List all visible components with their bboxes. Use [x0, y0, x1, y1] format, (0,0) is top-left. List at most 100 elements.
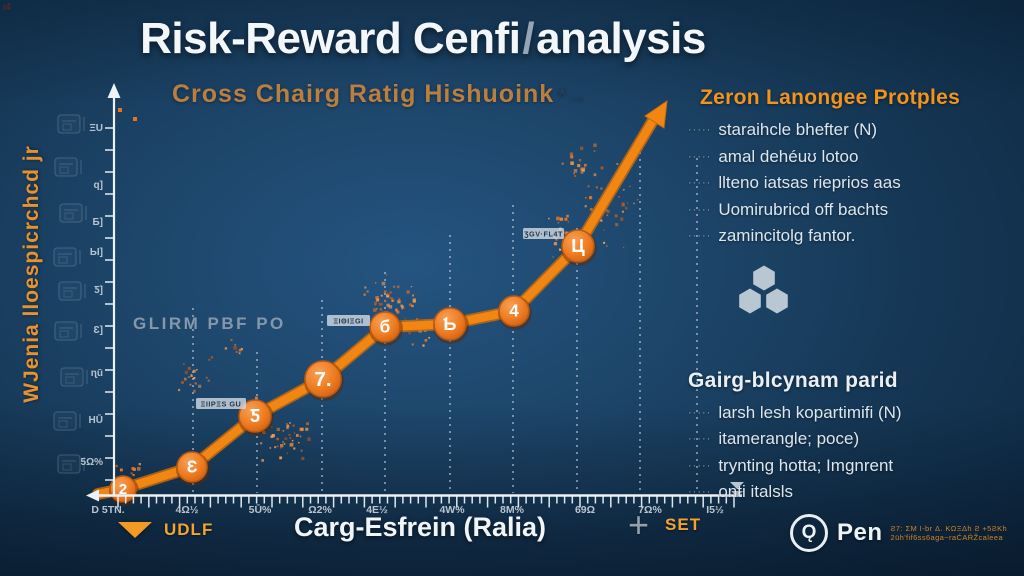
watermark-icon — [58, 281, 86, 301]
logo-glyph: Ǫ — [801, 522, 817, 543]
bullet-text: amal dehéuʊ lotoo — [718, 146, 859, 166]
chevron-down-icon — [731, 491, 743, 497]
bullet-leader: ····· — [688, 406, 712, 419]
bullet-item: ····· Uomirubricd off bachts — [688, 198, 1018, 225]
hexagon-icon — [739, 288, 761, 314]
bullet-item: ····· itamerangle; poce) — [688, 427, 1018, 454]
watermark-icon — [53, 247, 81, 267]
y-tick-label: 5Ω% — [81, 457, 104, 468]
data-marker-4: 7. — [304, 360, 344, 401]
subtitle-arrow-decoration: *→ — [558, 85, 588, 107]
y-axis-arrow-icon — [107, 83, 121, 98]
marker-label: Ƅ — [443, 313, 456, 334]
svg-text:ΞIIPΞS GU: ΞIIPΞS GU — [201, 400, 242, 409]
bullet-leader: ····· — [688, 486, 712, 498]
bottom-bar: UDLF Carg-Esfrein (Ralia) + SET Ǫ Pen Ƨ7… — [0, 504, 1024, 568]
data-marker-3: Ƽ — [238, 399, 274, 436]
panel-list-1: ····· staraihcle bhefter (N) ····· amal de… — [688, 118, 1018, 251]
y-axis-title: WJenia lloespicrchcd jr — [20, 145, 43, 403]
subtitle-text: Cross Chairg Ratig Hishuoink — [171, 80, 555, 108]
legend-udlf-label: UDLF — [164, 520, 214, 539]
bullet-item: ····· onti italsls — [688, 480, 1018, 507]
x-tick-label: 7Ω% — [638, 504, 662, 516]
bullet-leader: ····· — [688, 177, 712, 189]
panel-list-2: ····· larsh lesh kopartimifi (N) ····· ita… — [688, 401, 1018, 507]
x-tick-label: 4Ω½ — [175, 504, 198, 516]
marker-label: Ƽ — [250, 405, 260, 426]
bullet-item: ····· staraihcle bhefter (N) — [688, 118, 1018, 145]
bullet-leader: ····· — [688, 203, 712, 216]
marker-label: Ц — [571, 235, 585, 256]
point-annotation-box: ΞIΘΙΞGI — [327, 315, 370, 326]
watermark-icon — [60, 367, 88, 387]
y-tick-label: Ƽ] — [94, 285, 103, 296]
trend-line — [93, 117, 657, 499]
x-tick-label: 4W% — [439, 504, 465, 516]
x-tick-label: 4E½ — [366, 504, 388, 516]
bullet-item: ····· trynting hotta; Imgnrent — [688, 454, 1018, 481]
y-tick-label: ΞU — [89, 123, 103, 134]
title-slash: / — [522, 14, 535, 63]
trend-arrow-head — [644, 99, 668, 129]
point-annotation-box: ΞIIPΞS GU — [196, 398, 246, 409]
point-annotation-box: ƷGV·FL4T — [523, 228, 564, 239]
panel-heading-1: Zeron Lanongee Protples — [700, 86, 961, 109]
marker-label: б — [380, 317, 391, 337]
bullet-text: larsh lesh kopartimifi (N) — [718, 402, 902, 422]
watermark-icon — [54, 321, 82, 341]
bullet-text: itamerangle; poce) — [718, 429, 860, 448]
axes — [86, 83, 744, 508]
chart-subtitle: Cross Chairg Ratig Hishuoink *→ — [130, 80, 630, 109]
bullet-text: trynting hotta; Imgnrent — [718, 455, 894, 475]
bullet-leader: ····· — [688, 433, 712, 445]
logo-wordmark: Pen — [837, 519, 883, 546]
bullet-text: onti italsls — [718, 482, 793, 501]
title-part1: Risk-Reward Cenfi — [140, 14, 521, 63]
x-tick-label: D 5TN. — [91, 504, 124, 516]
legend-set: + SET — [628, 504, 702, 545]
x-tick-label: 5Ū% — [249, 504, 272, 516]
bullet-text: llteno iatsas rieprios aas — [718, 173, 901, 192]
trend-line-shadow — [92, 116, 658, 500]
data-marker-7: 4 — [498, 295, 532, 330]
brand-logo: Ǫ Pen Ƨ7: ΣM I-br Δ. ΚΩΞΔh Ƨ +5ƧΚh 2üh'f… — [790, 514, 1007, 552]
bullet-leader: ····· — [688, 150, 712, 163]
y-tick-label: q] — [94, 180, 103, 191]
y-tick-label: Ы] — [90, 247, 103, 258]
data-marker-5: б — [369, 311, 403, 346]
marker-label: Ɛ — [187, 457, 198, 477]
triangle-down-icon — [118, 522, 152, 538]
x-tick-label: 8M% — [500, 504, 525, 516]
x-axis-title: Carg-Esfrein (Ralia) — [293, 512, 547, 542]
watermark-icon — [54, 157, 82, 177]
plus-icon: + — [628, 504, 650, 545]
marker-label: 4 — [509, 301, 519, 321]
legend-udlf: UDLF — [118, 520, 213, 540]
watermark-icon — [57, 114, 85, 134]
corner-mark: ι4 — [3, 2, 11, 13]
logo-subtext: Ƨ7: ΣM I-br Δ. ΚΩΞΔh Ƨ +5ƧΚh 2üh'fif6ss6… — [891, 524, 1008, 542]
page-title: Risk-Reward Cenfi/analysis — [70, 14, 776, 64]
bullet-leader: ····· — [688, 459, 712, 472]
data-marker-6: Ƅ — [433, 307, 469, 344]
bullet-item: ····· larsh lesh kopartimifi (N) — [688, 401, 1018, 428]
bullet-text: Uomirubricd off bachts — [718, 199, 889, 219]
marker-label: 2 — [119, 482, 127, 498]
data-marker-2: Ɛ — [176, 451, 210, 486]
bullet-item: ····· llteno iatsas rieprios aas — [688, 171, 1018, 198]
chevron-down-icon — [730, 482, 744, 489]
x-tick-label: Ω2% — [308, 504, 332, 516]
panel-heading-2: Gairg-blcynam parid — [688, 368, 898, 392]
svg-text:ΞIΘΙΞGI: ΞIΘΙΞGI — [333, 317, 363, 326]
in-chart-label: GLIRM PBF PO — [133, 314, 286, 333]
legend-set-label: SET — [665, 515, 702, 534]
marker-label: 7. — [314, 368, 331, 391]
right-panel: Zeron Lanongee Protples ····· staraihcle … — [688, 86, 1018, 507]
hexagon-icon — [766, 288, 788, 314]
logo-subtext-line2: 2üh'fif6ss6aga~raĆAŔŽcaleea — [890, 533, 1004, 542]
watermark-icon — [57, 454, 85, 474]
x-tick-label: I5½ — [706, 504, 724, 516]
y-tick-label: Б] — [92, 217, 103, 228]
bullet-leader: ····· — [688, 230, 712, 242]
data-marker-8: Ц — [561, 229, 597, 266]
